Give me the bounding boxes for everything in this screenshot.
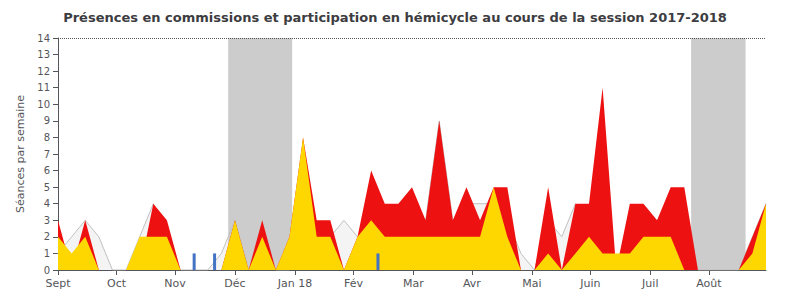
svg-text:9: 9	[44, 115, 50, 126]
svg-text:12: 12	[37, 66, 50, 77]
svg-text:3: 3	[44, 215, 50, 226]
svg-text:Fév: Fév	[344, 277, 363, 290]
svg-text:13: 13	[37, 49, 50, 60]
svg-text:11: 11	[37, 82, 50, 93]
svg-text:14: 14	[37, 33, 50, 44]
svg-text:0: 0	[44, 265, 50, 276]
svg-text:Avr: Avr	[463, 277, 481, 290]
svg-text:Mai: Mai	[522, 277, 541, 290]
svg-text:6: 6	[44, 165, 50, 176]
svg-text:Présences en commissions et pa: Présences en commissions et participatio…	[63, 10, 727, 25]
svg-text:10: 10	[37, 99, 50, 110]
svg-text:Mar: Mar	[403, 277, 424, 290]
svg-text:5: 5	[44, 182, 50, 193]
svg-text:Jan 18: Jan 18	[277, 277, 312, 290]
svg-text:Séances par semaine: Séances par semaine	[14, 95, 27, 213]
svg-text:Août: Août	[696, 277, 722, 290]
svg-text:Oct: Oct	[107, 277, 127, 290]
svg-text:2: 2	[44, 231, 50, 242]
svg-text:7: 7	[44, 149, 50, 160]
svg-text:Sept: Sept	[45, 277, 71, 290]
svg-text:Juil: Juil	[641, 277, 658, 290]
svg-text:Déc: Déc	[224, 277, 245, 290]
svg-text:8: 8	[44, 132, 50, 143]
svg-text:Juin: Juin	[579, 277, 600, 290]
svg-text:1: 1	[44, 248, 50, 259]
svg-text:Nov: Nov	[164, 277, 186, 290]
svg-text:4: 4	[44, 198, 50, 209]
